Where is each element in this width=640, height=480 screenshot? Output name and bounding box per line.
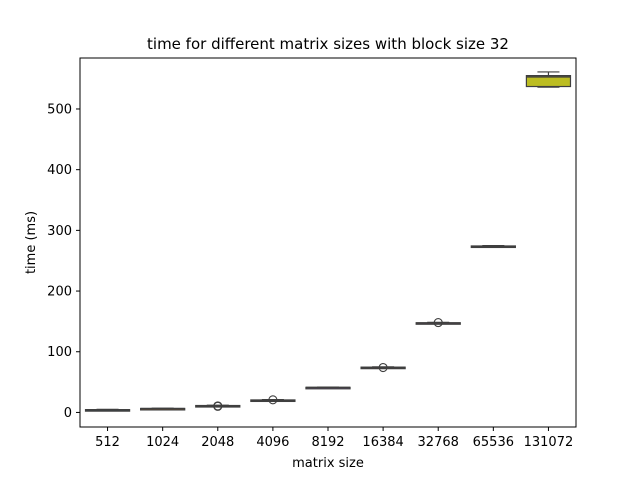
x-tick-label: 4096 xyxy=(256,435,289,450)
box-65536 xyxy=(470,245,516,249)
box-131072 xyxy=(525,71,572,88)
y-tick-label: 200 xyxy=(47,285,72,300)
y-axis: 0 100 200 300 400 500 xyxy=(47,102,80,421)
outlier-point xyxy=(268,395,278,405)
y-tick-label: 400 xyxy=(47,163,72,178)
x-tick-label: 131072 xyxy=(524,435,574,450)
x-tick-label: 65536 xyxy=(473,435,514,450)
box-8192 xyxy=(305,386,351,390)
box-16384 xyxy=(360,362,406,373)
box-512 xyxy=(84,408,131,412)
x-tick-label: 32768 xyxy=(418,435,459,450)
outlier-point xyxy=(433,318,443,328)
box-4096 xyxy=(250,395,296,405)
outlier-point xyxy=(378,362,388,373)
box-1024 xyxy=(140,407,186,411)
x-tick-label: 8192 xyxy=(311,435,344,450)
x-tick-label: 16384 xyxy=(362,435,403,450)
x-tick-label: 1024 xyxy=(146,435,179,450)
box-32768 xyxy=(415,318,461,328)
y-tick-label: 300 xyxy=(47,224,72,239)
y-tick-label: 500 xyxy=(47,102,72,117)
boxes-layer xyxy=(84,71,572,412)
outlier-point xyxy=(213,401,223,411)
y-axis-label: time (ms) xyxy=(24,211,39,274)
x-axis: 512 1024 2048 4096 8192 16384 32768 65536 131072 xyxy=(95,427,573,450)
box-2048 xyxy=(195,401,241,411)
x-axis-label: matrix size xyxy=(292,456,364,471)
chart-title: time for different matrix sizes with blo… xyxy=(147,35,509,53)
x-tick-label: 512 xyxy=(95,435,120,450)
iqr-box xyxy=(525,75,572,88)
y-tick-label: 100 xyxy=(47,345,72,360)
x-tick-label: 2048 xyxy=(201,435,234,450)
plot-frame xyxy=(79,57,577,428)
y-tick-label: 0 xyxy=(64,406,72,421)
